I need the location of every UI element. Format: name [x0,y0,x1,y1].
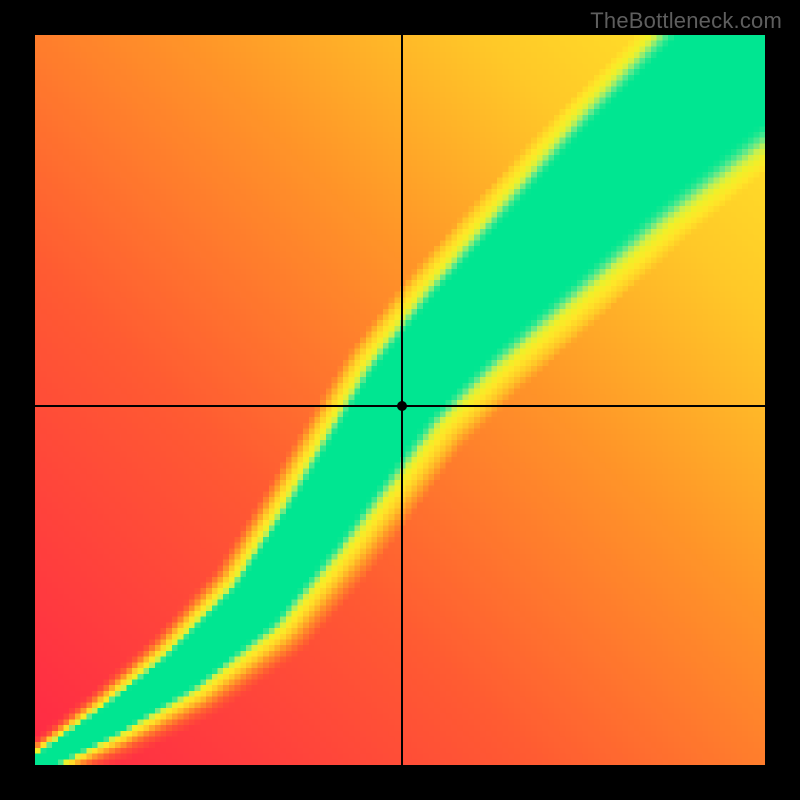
watermark-text: TheBottleneck.com [590,8,782,34]
bottleneck-heatmap [35,35,765,765]
data-point-marker [397,401,407,411]
